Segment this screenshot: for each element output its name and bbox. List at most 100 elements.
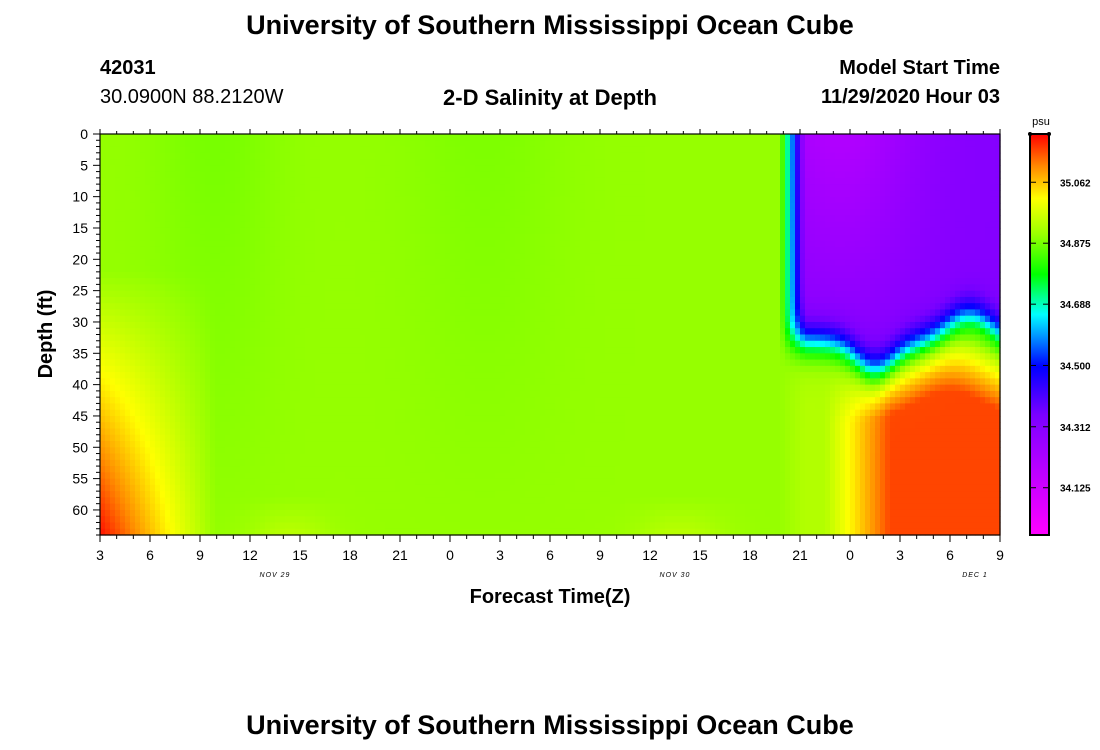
heatmap-cell [150, 403, 156, 411]
heatmap-cell [175, 290, 181, 298]
heatmap-cell [105, 265, 111, 273]
heatmap-cell [380, 528, 386, 536]
heatmap-cell [105, 190, 111, 198]
heatmap-cell [435, 428, 441, 436]
heatmap-cell [330, 184, 336, 191]
heatmap-cell [195, 196, 201, 204]
heatmap-cell [450, 265, 456, 273]
heatmap-cell [155, 472, 161, 480]
heatmap-cell [370, 334, 376, 342]
heatmap-cell [275, 284, 281, 292]
heatmap-cell [435, 246, 441, 254]
heatmap-cell [245, 171, 251, 179]
heatmap-cell [145, 196, 151, 204]
heatmap-cell [450, 227, 456, 235]
heatmap-cell [190, 522, 196, 530]
heatmap-cell [425, 328, 431, 336]
heatmap-cell [155, 347, 161, 354]
heatmap-cell [455, 259, 461, 267]
heatmap-cell [420, 227, 426, 235]
heatmap-cell [210, 434, 216, 442]
heatmap-cell [465, 334, 471, 342]
heatmap-cell [360, 234, 366, 242]
heatmap-cell [230, 246, 236, 254]
heatmap-cell [125, 478, 131, 486]
heatmap-cell [345, 184, 351, 191]
heatmap-cell [385, 296, 391, 304]
heatmap-cell [135, 246, 141, 254]
heatmap-cell [120, 509, 126, 517]
heatmap-cell [400, 478, 406, 486]
heatmap-cell [225, 240, 231, 248]
heatmap-cell [235, 259, 241, 267]
heatmap-cell [185, 353, 191, 361]
heatmap-cell [355, 177, 361, 185]
heatmap-cell [260, 378, 266, 386]
heatmap-cell [435, 409, 441, 417]
heatmap-cell [330, 321, 336, 329]
heatmap-cell [250, 171, 256, 179]
heatmap-cell [335, 296, 341, 304]
heatmap-cell [470, 271, 476, 279]
heatmap-cell [185, 509, 191, 517]
heatmap-cell [455, 253, 461, 260]
heatmap-cell [220, 196, 226, 204]
heatmap-cell [205, 159, 211, 166]
heatmap-cell [190, 503, 196, 511]
heatmap-cell [125, 347, 131, 354]
heatmap-cell [150, 378, 156, 386]
heatmap-cell [260, 503, 266, 511]
heatmap-cell [395, 321, 401, 329]
heatmap-cell [360, 497, 366, 505]
heatmap-cell [310, 497, 316, 505]
heatmap-cell [210, 284, 216, 292]
heatmap-cell [340, 190, 346, 198]
heatmap-cell [290, 497, 296, 505]
heatmap-cell [470, 522, 476, 530]
heatmap-cell [295, 516, 301, 524]
heatmap-cell [295, 478, 301, 486]
heatmap-cell [340, 334, 346, 342]
heatmap-cell [220, 290, 226, 298]
heatmap-cell [180, 152, 186, 160]
heatmap-cell [450, 209, 456, 217]
heatmap-cell [380, 453, 386, 461]
heatmap-cell [345, 503, 351, 511]
heatmap-cell [380, 196, 386, 204]
heatmap-cell [135, 134, 141, 141]
heatmap-cell [325, 202, 331, 210]
heatmap-cell [140, 334, 146, 342]
heatmap-cell [250, 221, 256, 229]
heatmap-cell [480, 303, 486, 311]
heatmap-cell [165, 528, 171, 536]
heatmap-cell [405, 315, 411, 323]
heatmap-cell [420, 428, 426, 436]
heatmap-cell [325, 246, 331, 254]
heatmap-cell [305, 284, 311, 292]
heatmap-cell [180, 159, 186, 166]
heatmap-cell [475, 528, 481, 536]
heatmap-cell [120, 459, 126, 467]
heatmap-cell [100, 221, 106, 229]
heatmap-cell [435, 328, 441, 336]
heatmap-cell [110, 290, 116, 298]
heatmap-cell [355, 265, 361, 273]
heatmap-cell [355, 303, 361, 311]
model-start-label: Model Start Time [839, 57, 1000, 79]
heatmap-cell [365, 441, 371, 448]
heatmap-cell [160, 491, 166, 499]
heatmap-cell [470, 152, 476, 160]
heatmap-cell [465, 159, 471, 166]
heatmap-cell [380, 384, 386, 392]
heatmap-cell [205, 309, 211, 317]
heatmap-cell [125, 140, 131, 148]
heatmap-cell [355, 372, 361, 379]
heatmap-cell [195, 184, 201, 191]
heatmap-cell [445, 403, 451, 411]
heatmap-cell [460, 221, 466, 229]
heatmap-cell [285, 340, 291, 348]
heatmap-cell [155, 415, 161, 423]
heatmap-cell [465, 422, 471, 430]
heatmap-cell [310, 422, 316, 430]
heatmap-cell [250, 190, 256, 198]
